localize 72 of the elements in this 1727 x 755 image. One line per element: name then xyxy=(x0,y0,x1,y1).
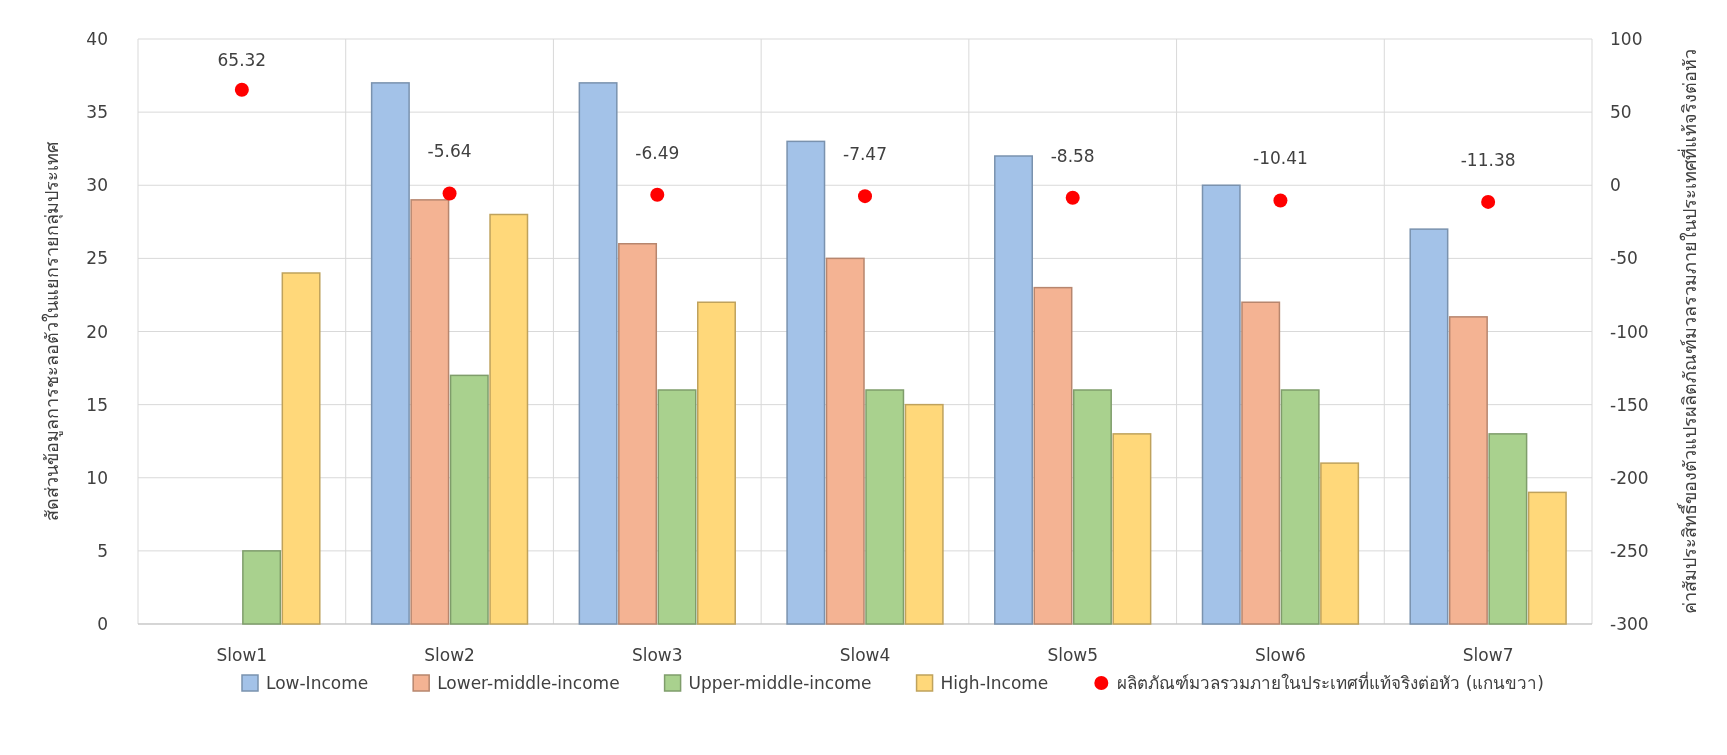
bar xyxy=(1448,316,1488,625)
y2-axis-title: ค่าสัมประสิทธิ์ของตัวแปรผลิตภัณฑ์มวลรวมภายในประเทศที่แท้จริงต่อหัว xyxy=(1676,49,1700,614)
bar xyxy=(904,403,944,625)
x-tick-label: Slow7 xyxy=(1462,645,1514,665)
bar xyxy=(1072,389,1112,625)
data-label: 65.32 xyxy=(217,49,267,70)
x-tick-label: Slow5 xyxy=(1047,645,1099,665)
point xyxy=(442,186,457,201)
y-tick-label: 5 xyxy=(97,540,108,561)
bar xyxy=(1320,462,1360,625)
y-tick-label: 20 xyxy=(86,321,108,342)
x-tick-label: Slow1 xyxy=(216,645,268,665)
bar xyxy=(1488,433,1528,625)
bar xyxy=(1241,301,1281,625)
point xyxy=(858,189,872,204)
y2-tick-label: -50 xyxy=(1610,248,1638,269)
bar xyxy=(410,199,450,625)
y2-tick-label: -300 xyxy=(1610,614,1649,634)
bar xyxy=(865,389,905,625)
bar xyxy=(449,374,489,625)
y-tick-label: 25 xyxy=(86,248,108,269)
x-tick-label: Slow2 xyxy=(424,645,475,665)
y2-tick-label: -100 xyxy=(1610,321,1649,342)
y-tick-label: 35 xyxy=(86,102,108,123)
data-label: -8.58 xyxy=(1050,145,1095,166)
legend-label: Lower-middle-income xyxy=(437,673,620,693)
point xyxy=(650,187,665,202)
y-tick-label: 40 xyxy=(86,29,108,49)
bar xyxy=(994,155,1033,625)
y2-tick-label: 50 xyxy=(1610,102,1632,123)
bar xyxy=(242,550,282,625)
point xyxy=(234,82,249,97)
bar xyxy=(370,82,410,625)
y-tick-label: 30 xyxy=(86,175,108,196)
point xyxy=(1481,194,1496,209)
bar xyxy=(489,213,529,625)
y2-tick-label: -200 xyxy=(1610,467,1649,488)
bar xyxy=(1112,433,1152,625)
bar xyxy=(1201,184,1241,625)
bar xyxy=(1527,491,1567,625)
legend-label: Low-Income xyxy=(266,673,369,693)
data-label: -11.38 xyxy=(1460,149,1516,170)
point xyxy=(1065,190,1080,205)
x-tick-label: Slow3 xyxy=(631,645,683,665)
y2-tick-label: 0 xyxy=(1610,175,1621,196)
bar xyxy=(1033,286,1073,625)
y2-tick-label: -250 xyxy=(1610,540,1649,561)
bar xyxy=(1280,389,1320,625)
bar xyxy=(281,272,321,625)
x-tick-label: Slow6 xyxy=(1255,645,1306,665)
y-tick-label: 0 xyxy=(97,614,108,634)
bar xyxy=(1409,228,1449,625)
y-tick-label: 15 xyxy=(86,394,108,415)
data-label: -6.49 xyxy=(635,142,680,163)
data-label: -10.41 xyxy=(1253,148,1308,169)
legend-label: Upper-middle-income xyxy=(688,673,872,693)
y2-tick-label: -150 xyxy=(1610,394,1649,415)
y-axis-title: สัดส่วนข้อมูลการชะลอตัวในแยกรายกลุ่มประเทศ xyxy=(41,141,63,521)
x-tick-label: Slow4 xyxy=(839,645,891,665)
bar xyxy=(697,301,736,625)
bar xyxy=(786,140,826,625)
bar xyxy=(618,243,658,625)
bar xyxy=(657,389,697,625)
bar xyxy=(825,257,865,625)
data-label: -5.64 xyxy=(427,141,472,162)
y-tick-label: 10 xyxy=(86,467,108,488)
point xyxy=(1273,193,1288,208)
bar xyxy=(578,82,618,625)
legend-label: ผลิตภัณฑ์มวลรวมภายในประเทศที่แท้จริงต่อหัว (แกนขวา) xyxy=(1117,671,1544,693)
data-label: -7.47 xyxy=(843,144,887,165)
legend-label: High-Income xyxy=(940,673,1049,693)
y2-tick-label: 100 xyxy=(1610,29,1643,49)
